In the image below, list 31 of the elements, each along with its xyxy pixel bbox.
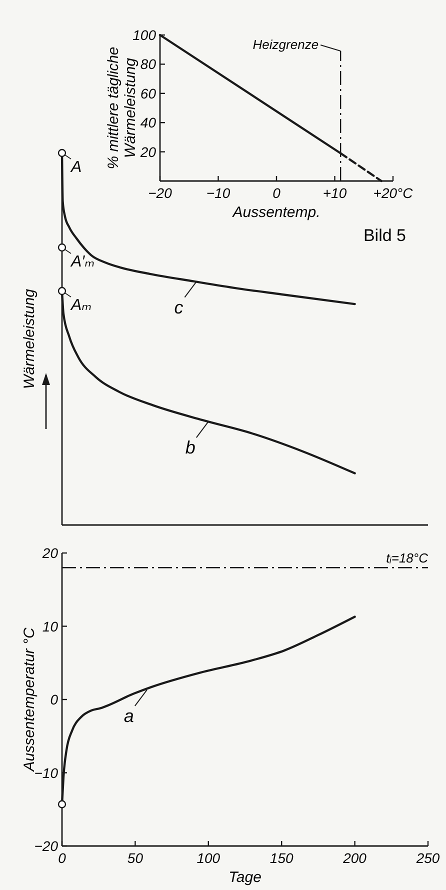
ref-line-label: Heizgrenze: [252, 37, 319, 52]
y-tick-label: 80: [140, 56, 156, 72]
x-axis-title: Tage: [228, 869, 262, 886]
y-tick-label: 0: [50, 692, 58, 708]
annotation: A: [70, 159, 82, 176]
x-tick-label: 100: [196, 850, 220, 866]
x-tick-label: +20°C: [373, 185, 414, 201]
y-tick-label: 10: [42, 618, 58, 634]
x-tick-label: +10: [322, 185, 347, 201]
annotation: Aₘ: [70, 297, 92, 314]
annotation: c: [174, 297, 184, 318]
annotation: A′ₘ: [70, 253, 95, 270]
y-tick-label: 20: [41, 545, 58, 561]
x-tick-label: 50: [127, 850, 144, 866]
y-axis-title: % mittlere tägliche Wärmeleistung: [105, 46, 139, 170]
y-tick-label: 60: [140, 85, 156, 102]
x-tick-label: 150: [270, 850, 294, 866]
ref-line-label: tᵢ=18°C: [386, 550, 429, 566]
y-axis-title: Wärmeleistung: [21, 288, 38, 390]
x-tick-label: 0: [272, 185, 281, 201]
y-tick-label: 20: [139, 144, 156, 160]
y-tick-label: 40: [140, 114, 156, 131]
annotation: Bild 5: [363, 226, 406, 245]
annotation: a: [124, 706, 134, 726]
y-tick-label: 100: [132, 27, 156, 43]
annotation: b: [185, 438, 196, 458]
y-tick-label: −20: [34, 838, 58, 854]
x-tick-label: 250: [415, 850, 440, 866]
x-tick-label: 200: [342, 850, 367, 866]
x-tick-label: −10: [206, 185, 230, 201]
x-axis-title: Aussentemp.: [232, 204, 320, 221]
